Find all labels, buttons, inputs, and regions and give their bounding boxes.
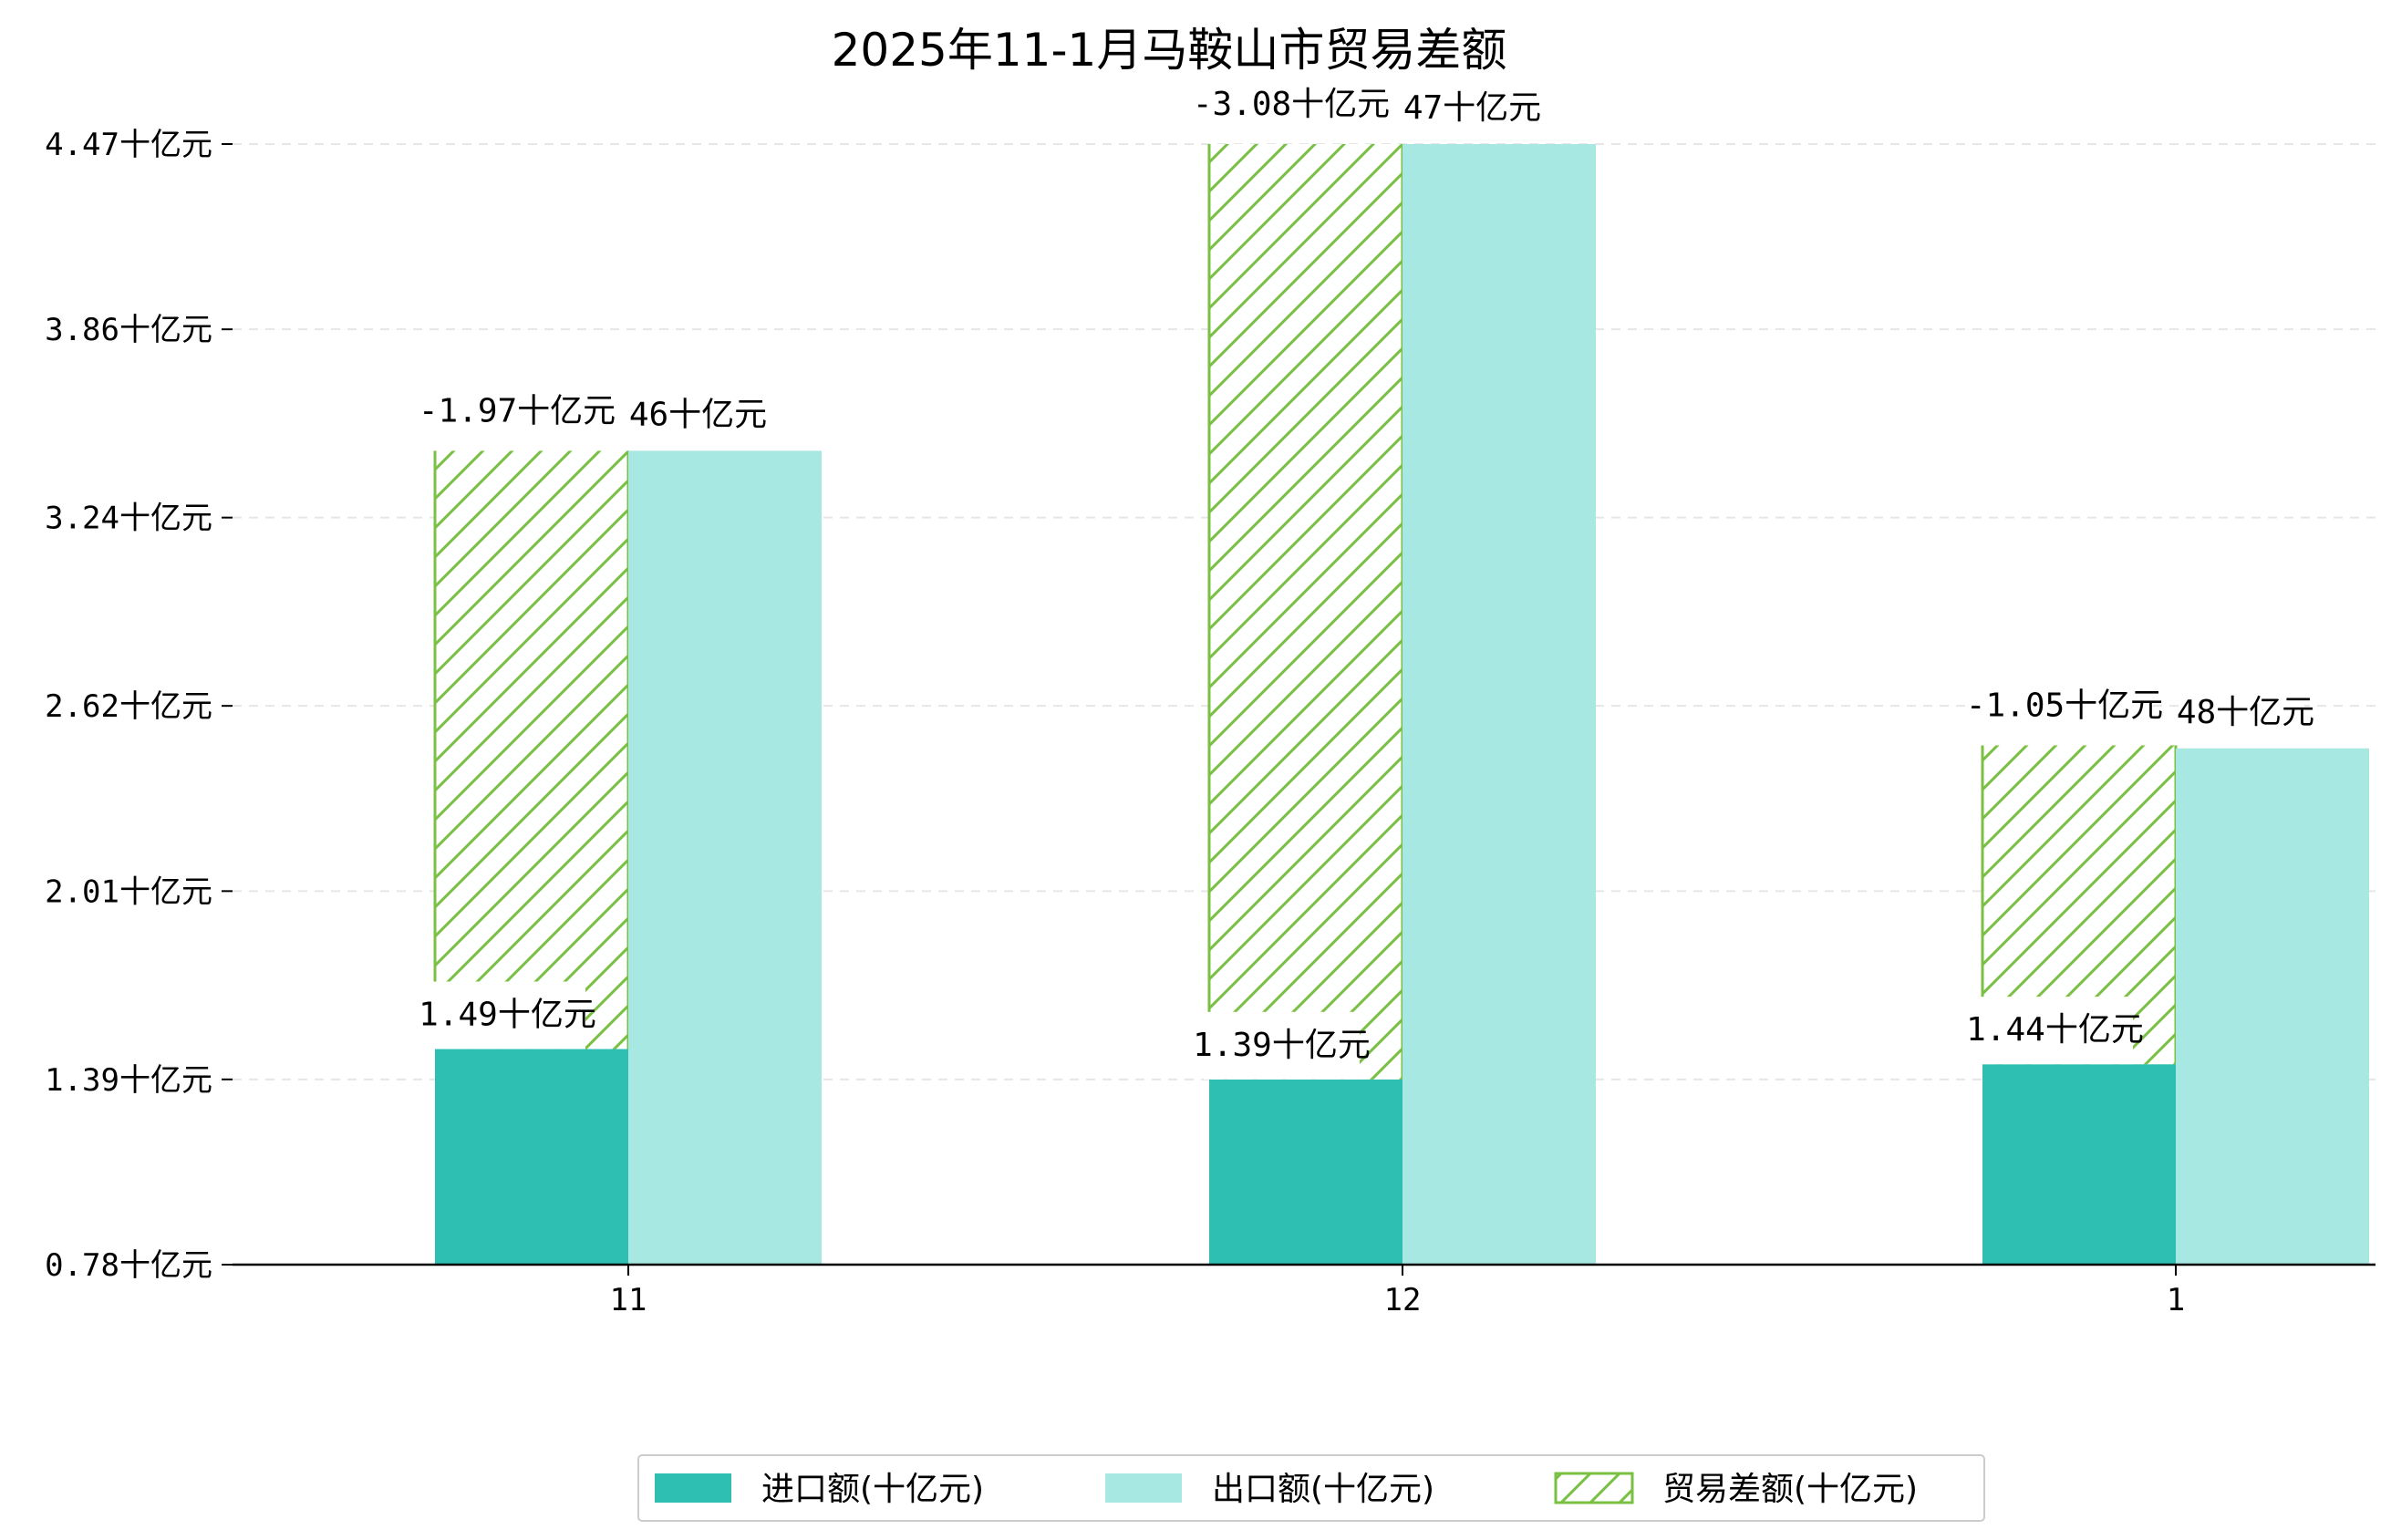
data-label-bg: [430, 981, 585, 1049]
y-axis: 0.78十亿元 1.39十亿元 2.01十亿元 2.62十亿元 3.24十亿元 3.86十…: [45, 127, 233, 1284]
y-tick-label: 4.47十亿元: [45, 127, 212, 163]
data-label-bg: [639, 381, 757, 450]
data-label-bg: [1977, 672, 2152, 740]
bar-export: [2176, 748, 2369, 1265]
y-tick-label: 2.62十亿元: [45, 688, 212, 725]
x-tick-label: 11: [610, 1282, 647, 1318]
data-label-bg: [1413, 75, 1531, 142]
data-label: -1.05十亿元: [1966, 687, 2163, 724]
y-tick-label: 1.39十亿元: [45, 1062, 212, 1099]
bar-import: [1982, 1064, 2176, 1265]
bar-import: [435, 1049, 628, 1265]
y-tick-label: 3.86十亿元: [45, 312, 212, 348]
data-label: 48十亿元: [2177, 694, 2314, 731]
x-tick-label: 12: [1384, 1282, 1422, 1318]
x-axis: 11 12 1: [233, 1263, 2375, 1318]
y-tick-label: 0.78十亿元: [45, 1247, 212, 1284]
data-label-bg: [1977, 997, 2133, 1065]
data-label-bg: [1204, 1011, 1360, 1080]
chart-title: 2025年11-1月马鞍山市贸易差额: [832, 24, 1507, 77]
legend-swatch-balance: [1554, 1472, 1634, 1504]
bar-import: [1209, 1079, 1403, 1265]
legend-label-export: 出口额(十亿元): [1212, 1471, 1434, 1508]
x-tick-label: 1: [2167, 1282, 2185, 1318]
data-label-bg: [430, 377, 605, 446]
legend-frame: [637, 1454, 1985, 1522]
bar-balance: [435, 450, 628, 1049]
data-label: 46十亿元: [629, 396, 767, 433]
data-label: 1.44十亿元: [1966, 1011, 2144, 1049]
data-label: 1.49十亿元: [419, 997, 596, 1034]
bar-balance: [1209, 144, 1403, 1080]
legend-label-import: 进口额(十亿元): [761, 1471, 984, 1508]
data-label: 47十亿元: [1403, 89, 1541, 127]
legend-swatch-export: [1105, 1473, 1182, 1503]
data-label: 1.39十亿元: [1193, 1027, 1371, 1064]
data-label-bg: [2187, 678, 2304, 747]
data-label-bg: [1204, 71, 1379, 139]
legend-label-balance: 贸易差额(十亿元): [1662, 1471, 1918, 1508]
legend-swatch-import: [655, 1473, 731, 1503]
bars: [433, 144, 2369, 1265]
data-labels: 1.49十亿元 -1.97十亿元 46十亿元 1.39十亿元 -3.08十亿元 47十亿元…: [419, 71, 2314, 1080]
bar-export: [628, 450, 822, 1265]
y-tick-label: 3.24十亿元: [45, 501, 212, 537]
bar-export: [1403, 144, 1596, 1265]
y-tick-label: 2.01十亿元: [45, 873, 212, 910]
data-label: -3.08十亿元: [1193, 86, 1390, 123]
legend: 进口额(十亿元) 出口额(十亿元) 贸易差额(十亿元): [637, 1454, 1985, 1522]
data-label: -1.97十亿元: [419, 392, 616, 429]
